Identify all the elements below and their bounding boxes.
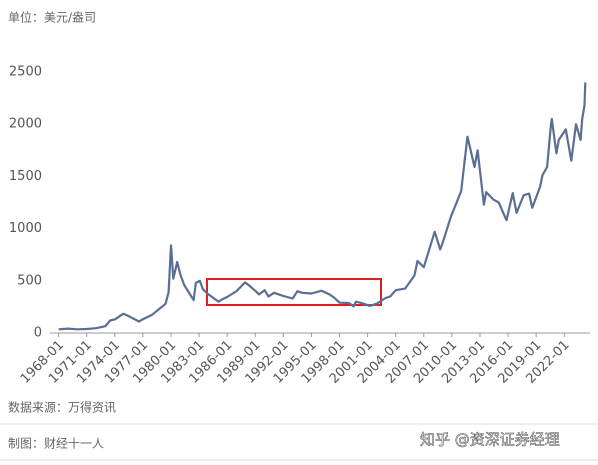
highlight-box [206,278,382,306]
plot-area: 050010001500200025001968-011971-011974-0… [9,65,590,387]
y-tick-label: 1000 [9,221,42,236]
watermark: 知乎 @资深证券经理 [420,431,560,449]
y-tick-label: 0 [34,326,42,341]
source-note: 数据来源：万得资讯 [8,400,116,415]
credit-note: 制图：财经十一人 [8,437,104,451]
y-tick-label: 1500 [9,169,42,184]
y-axis-unit: 单位：美元/盎司 [8,10,96,25]
y-tick-label: 2500 [9,65,42,80]
y-tick-label: 2000 [9,117,42,132]
price-line [58,82,587,331]
y-tick-label: 500 [17,273,42,288]
